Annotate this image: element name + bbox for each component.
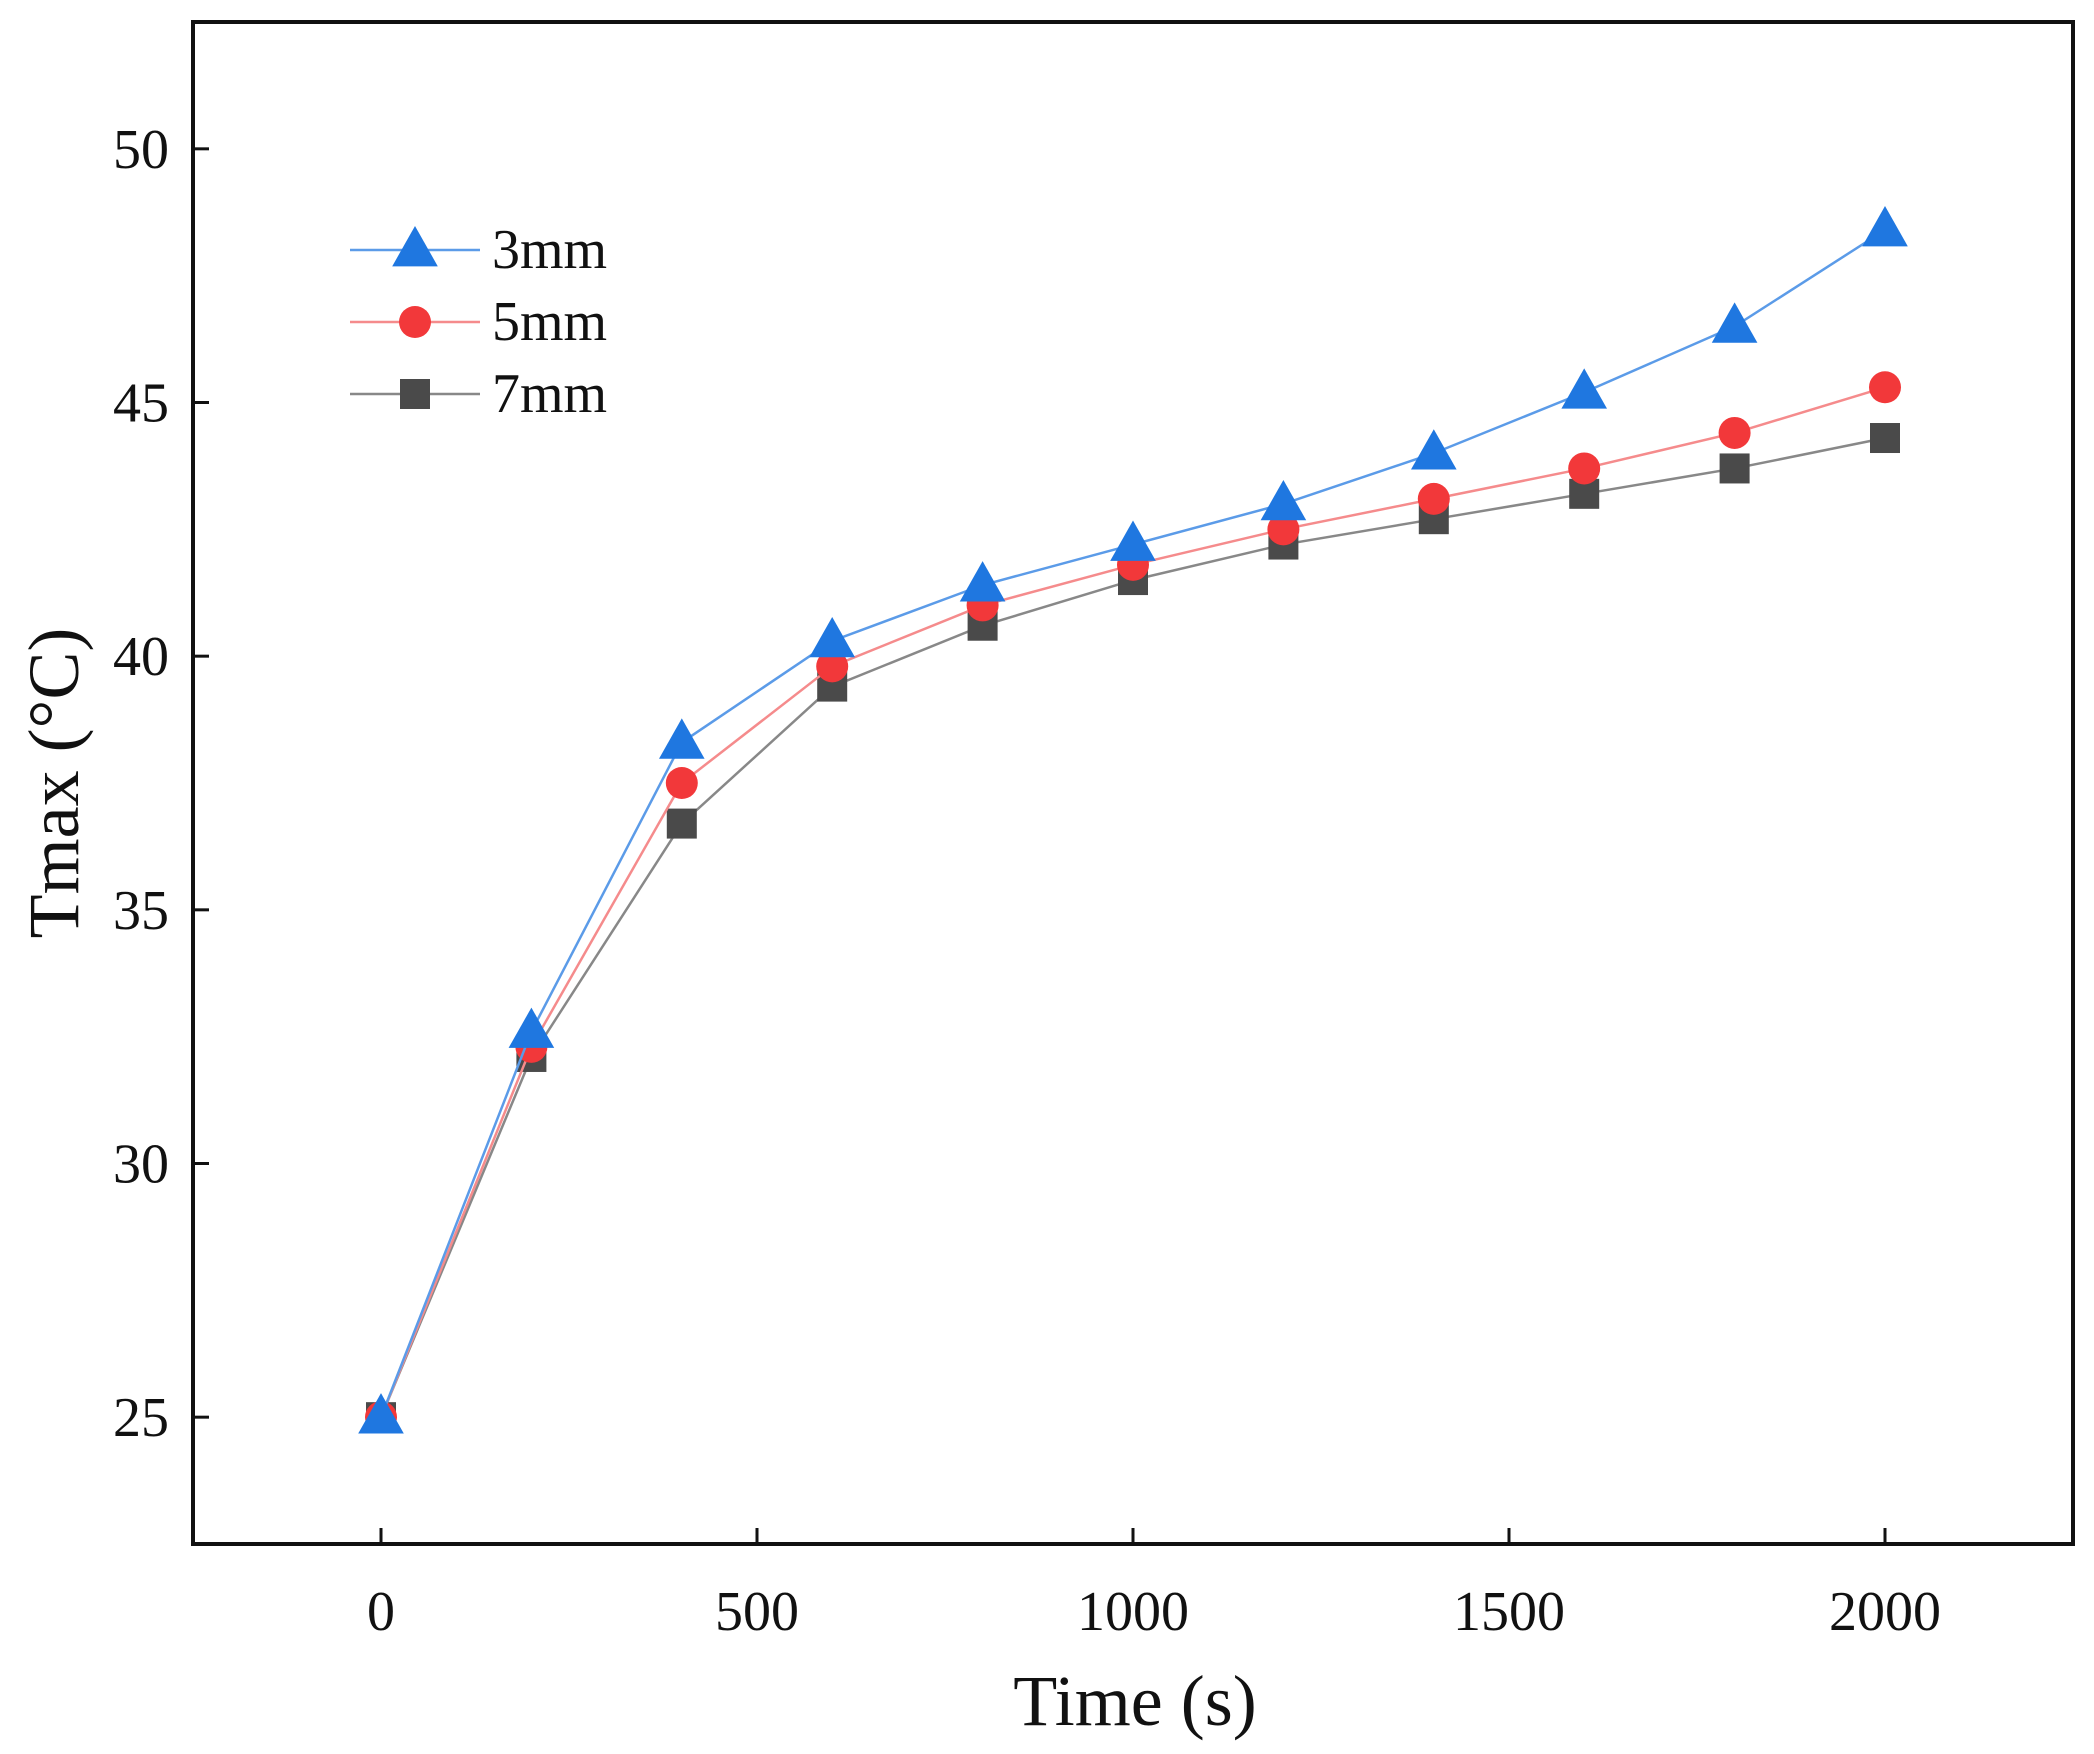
data-point-3mm xyxy=(1260,479,1307,521)
series-3mm xyxy=(358,206,1908,1434)
legend-label: 7mm xyxy=(492,363,607,425)
legend-label: 5mm xyxy=(492,291,607,353)
data-point-3mm xyxy=(1561,368,1607,409)
y-tick-label: 40 xyxy=(113,626,169,688)
legend-marker-7mm xyxy=(400,379,430,409)
x-tick-label: 2000 xyxy=(1829,1581,1941,1643)
data-point-5mm xyxy=(1568,452,1601,485)
x-tick-label: 500 xyxy=(715,1581,799,1643)
data-point-5mm xyxy=(816,650,849,683)
data-point-5mm xyxy=(1718,416,1751,449)
legend-item-3mm: 3mm xyxy=(350,219,607,281)
data-point-3mm xyxy=(659,718,705,759)
data-point-5mm xyxy=(1267,513,1300,546)
x-axis: 0 500 1000 1500 2000 xyxy=(367,1528,1941,1643)
data-point-5mm xyxy=(665,767,698,799)
y-tick-label: 35 xyxy=(113,880,169,942)
data-point-3mm xyxy=(1711,302,1758,343)
y-tick-label: 50 xyxy=(113,119,169,181)
data-point-5mm xyxy=(1869,371,1901,404)
data-point-3mm xyxy=(508,1007,555,1048)
legend: 3mm 5mm 7mm xyxy=(350,219,607,425)
y-tick-label: 45 xyxy=(113,373,169,435)
data-point-3mm xyxy=(1862,206,1908,247)
data-point-3mm xyxy=(809,616,855,658)
data-point-5mm xyxy=(1417,482,1450,515)
legend-marker-3mm xyxy=(392,226,438,267)
x-tick-label: 1500 xyxy=(1453,1581,1565,1643)
data-point-7mm xyxy=(666,808,697,839)
x-tick-label: 0 xyxy=(367,1581,395,1643)
data-point-3mm xyxy=(959,561,1006,602)
y-tick-label: 30 xyxy=(113,1134,169,1196)
legend-label: 3mm xyxy=(492,219,607,281)
y-axis-title: Tmax (°C) xyxy=(14,628,94,939)
data-point-7mm xyxy=(1719,453,1750,484)
x-tick-label: 1000 xyxy=(1077,1581,1189,1643)
data-point-7mm xyxy=(1870,423,1900,454)
series-layer xyxy=(358,206,1908,1434)
data-point-3mm xyxy=(1411,429,1457,470)
legend-item-5mm: 5mm xyxy=(350,291,607,353)
data-point-3mm xyxy=(1110,520,1156,561)
data-point-3mm xyxy=(358,1393,404,1434)
legend-item-7mm: 7mm xyxy=(350,363,607,425)
legend-marker-5mm xyxy=(399,306,431,338)
y-tick-label: 25 xyxy=(113,1387,169,1449)
x-axis-title: Time (s) xyxy=(1013,1661,1256,1741)
y-axis: 25 30 35 40 45 50 xyxy=(113,119,209,1449)
